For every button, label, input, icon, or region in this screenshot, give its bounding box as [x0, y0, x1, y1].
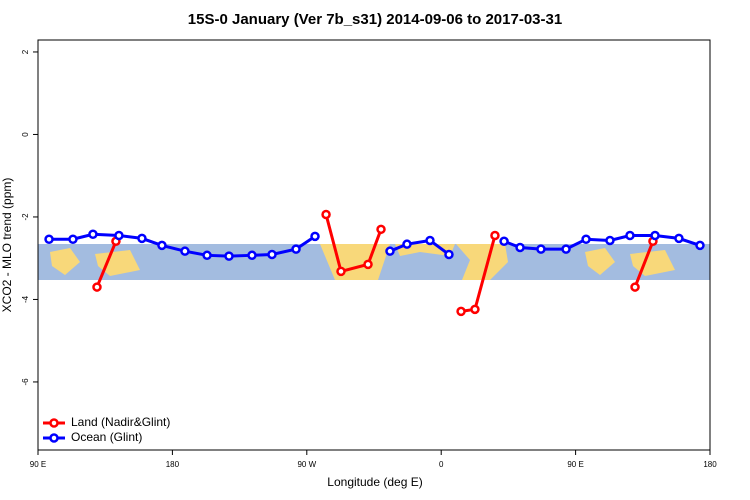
chart-title: 15S-0 January (Ver 7b_s31) 2014-09-06 to… [188, 11, 562, 28]
data-point [68, 234, 78, 244]
land-shapes [50, 244, 675, 280]
y-axis-label: XCO2 - MLO trend (ppm) [0, 178, 14, 313]
data-point [630, 282, 640, 292]
data-point [499, 236, 509, 247]
data-point [385, 246, 395, 256]
data-point [456, 306, 466, 317]
data-point [425, 235, 435, 246]
data-point [625, 230, 635, 241]
legend-marker [49, 418, 59, 428]
data-point [92, 282, 102, 292]
y-tick-label: -6 [21, 378, 30, 386]
legend-label: Ocean (Glint) [71, 430, 142, 444]
data-point [470, 304, 480, 315]
data-point [674, 233, 684, 244]
data-point [650, 230, 660, 241]
x-tick-label: 180 [703, 460, 717, 469]
data-point [321, 209, 331, 220]
data-point [444, 249, 454, 260]
plot-frame [37, 39, 711, 451]
data-point [336, 266, 346, 277]
data-point [561, 244, 571, 254]
data-point [363, 259, 373, 270]
x-axis-label: Longitude (deg E) [327, 475, 422, 489]
data-point [44, 234, 54, 244]
data-point [695, 240, 705, 251]
x-tick-label: 90 E [30, 460, 46, 469]
series-line [95, 214, 655, 313]
data-point [224, 251, 234, 261]
x-tick-label: 180 [166, 460, 180, 469]
data-point [114, 230, 124, 241]
y-tick-label: 0 [21, 132, 30, 137]
x-tick-label: 90 E [567, 460, 583, 469]
data-point [267, 249, 277, 260]
x-tick-label: 90 W [297, 460, 316, 469]
data-point [515, 242, 525, 253]
data-point [536, 244, 546, 254]
data-point [291, 244, 301, 254]
data-point [402, 239, 412, 249]
data-point [180, 246, 190, 256]
data-point [605, 235, 615, 246]
legend-label: Land (Nadir&Glint) [71, 415, 170, 429]
data-point [247, 250, 257, 261]
data-point [376, 224, 386, 235]
data-point [88, 229, 98, 240]
y-tick-label: -4 [21, 295, 30, 303]
legend-marker [49, 433, 59, 443]
data-point [137, 233, 147, 244]
data-point [490, 230, 500, 241]
y-tick-label: 2 [21, 49, 30, 54]
data-point [581, 234, 591, 244]
data-point [202, 250, 212, 261]
y-tick-label: -2 [21, 213, 30, 221]
x-tick-label: 0 [439, 460, 444, 469]
data-point [157, 240, 167, 251]
data-point [310, 231, 320, 242]
